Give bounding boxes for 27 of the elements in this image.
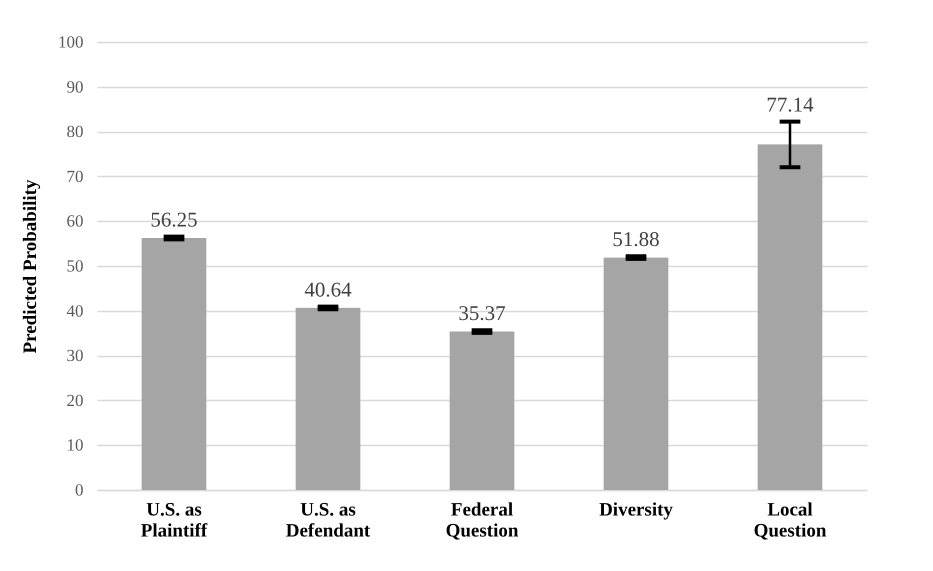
y-tick-label: 90 <box>66 77 84 96</box>
y-tick-label: 20 <box>66 390 84 410</box>
x-tick-label: Diversity <box>599 500 674 520</box>
y-tick-label: 40 <box>66 301 84 320</box>
bar <box>758 144 822 490</box>
y-tick-label: 10 <box>66 436 84 455</box>
x-tick-label: Federal Question <box>446 500 519 542</box>
bar <box>604 258 668 490</box>
y-tick-label: 100 <box>58 32 84 52</box>
y-tick-label: 70 <box>66 166 84 186</box>
data-label: 51.88 <box>612 227 660 252</box>
y-tick-label: 0 <box>75 480 84 500</box>
y-tick-label: 30 <box>66 346 84 366</box>
y-axis-title: Predicted Probability <box>20 179 41 354</box>
x-tick-label: Local Question <box>754 500 827 542</box>
data-label: 35.37 <box>458 301 506 326</box>
bar <box>450 332 514 490</box>
y-tick-label: 50 <box>66 256 84 276</box>
x-tick-label: U.S. as Plaintiff <box>140 500 208 542</box>
y-tick-label: 60 <box>66 212 84 231</box>
bar <box>142 238 206 490</box>
data-label: 56.25 <box>150 208 198 232</box>
x-tick-label: U.S. as Defendant <box>286 500 371 542</box>
bar <box>296 308 360 490</box>
y-tick-label: 80 <box>66 122 84 142</box>
data-label: 40.64 <box>304 278 352 302</box>
data-label: 77.14 <box>766 92 814 117</box>
